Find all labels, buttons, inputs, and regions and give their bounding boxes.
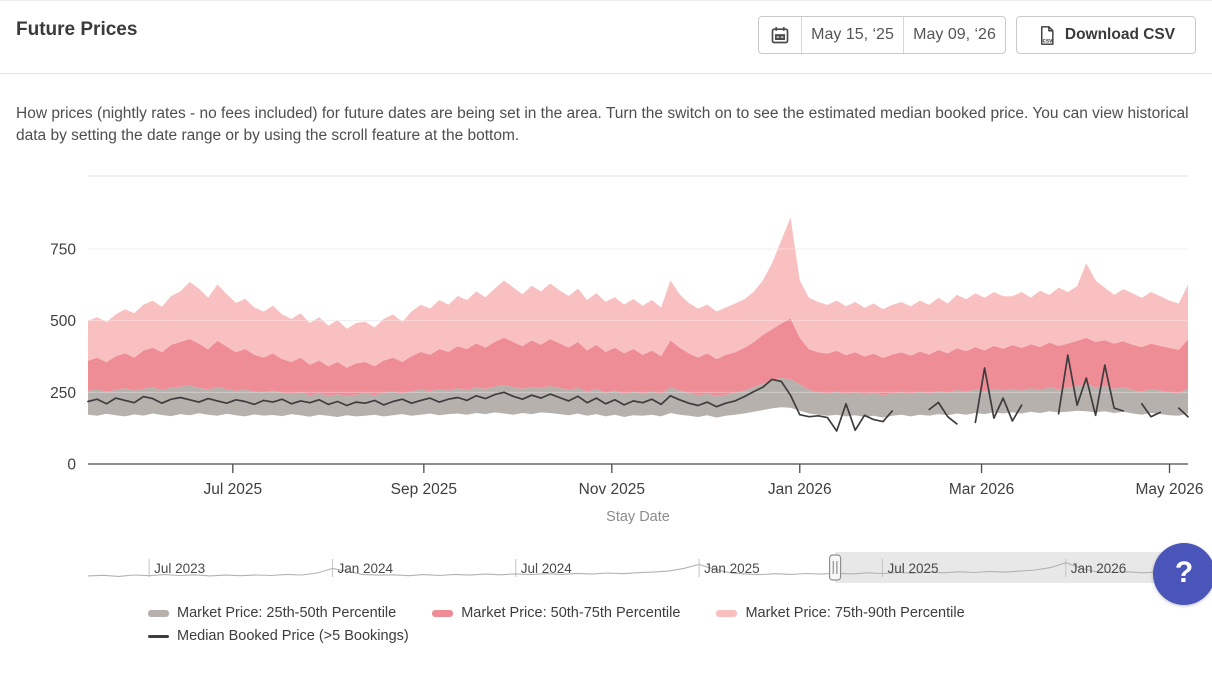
navigator-tick-label: Jul 2024: [521, 561, 573, 576]
x-tick-label: Nov 2025: [579, 481, 645, 498]
band-p75-p90: [88, 217, 1188, 368]
legend-label: Market Price: 75th-90th Percentile: [745, 605, 965, 621]
x-tick-label: Jan 2026: [768, 481, 832, 498]
band-p25-p50: [88, 378, 1188, 418]
y-axis: 0 250 500 750: [50, 242, 76, 474]
end-date-field[interactable]: May 09, ‘26: [913, 26, 996, 43]
legend-swatch-25-50: [148, 609, 169, 617]
calendar-icon: [759, 17, 802, 53]
legend-item-median-booked-price[interactable]: Median Booked Price (>5 Bookings): [148, 628, 409, 644]
x-tick-label: Jul 2025: [204, 481, 263, 498]
x-axis-title: Stay Date: [606, 509, 670, 525]
legend-label: Market Price: 50th-75th Percentile: [461, 605, 681, 621]
help-button[interactable]: ?: [1153, 543, 1212, 605]
download-csv-label: Download CSV: [1064, 26, 1176, 43]
legend-item-25-50-percentile[interactable]: Market Price: 25th-50th Percentile: [148, 605, 396, 621]
date-range-picker[interactable]: May 15, ‘25 May 09, ‘26: [758, 16, 1006, 54]
x-axis: Jul 2025 Sep 2025 Nov 2025 Jan 2026 Mar 2026…: [88, 463, 1204, 525]
download-csv-button[interactable]: csv Download CSV: [1016, 16, 1196, 54]
y-tick-label: 0: [67, 457, 76, 474]
legend-swatch-50-75: [432, 609, 454, 617]
legend-swatch-median-line: [148, 634, 169, 638]
navigator-tick-label: Jul 2023: [154, 561, 205, 576]
start-date-field[interactable]: May 15, ‘25: [802, 17, 904, 53]
percentile-bands: [88, 217, 1188, 418]
median-booked-price-line: [87, 354, 1189, 432]
page-title: Future Prices: [16, 19, 138, 40]
navigator-tick-label: Jan 2024: [337, 561, 393, 576]
chart-legend: Market Price: 25th-50th Percentile Marke…: [148, 605, 965, 644]
chart-description: How prices (nightly rates - no fees incl…: [16, 104, 1189, 145]
navigator-tick-label: Jul 2025: [887, 561, 938, 576]
navigator-selected-range[interactable]: [835, 552, 1188, 583]
x-tick-label: May 2026: [1135, 481, 1203, 498]
csv-file-icon: csv: [1040, 25, 1054, 45]
navigator-left-handle[interactable]: [828, 554, 842, 581]
legend-label: Median Booked Price (>5 Bookings): [177, 628, 409, 644]
legend-item-75-90-percentile[interactable]: Market Price: 75th-90th Percentile: [716, 605, 965, 621]
band-p50-p75: [88, 318, 1188, 397]
y-tick-label: 500: [50, 313, 76, 330]
navigator-tick-label: Jan 2025: [704, 561, 760, 576]
y-tick-label: 250: [50, 385, 76, 402]
header-divider: [0, 73, 1212, 74]
legend-item-50-75-percentile[interactable]: Market Price: 50th-75th Percentile: [432, 605, 680, 621]
legend-swatch-75-90: [716, 609, 738, 617]
price-area-chart[interactable]: Jul 2025 Sep 2025 Nov 2025 Jan 2026 Mar 2026…: [0, 161, 1212, 543]
svg-text:csv: csv: [1042, 38, 1053, 44]
x-tick-label: Sep 2025: [391, 481, 457, 498]
navigator-price-line: [87, 562, 1189, 577]
scroll-navigator[interactable]: Jul 2023 Jan 2024 Jul 2024 Jan 2025 Jul 2025…: [0, 547, 1212, 591]
y-tick-label: 750: [50, 242, 76, 259]
navigator-tick-label: Jan 2026: [1071, 561, 1127, 576]
legend-label: Market Price: 25th-50th Percentile: [177, 605, 397, 621]
x-tick-label: Mar 2026: [949, 481, 1014, 498]
